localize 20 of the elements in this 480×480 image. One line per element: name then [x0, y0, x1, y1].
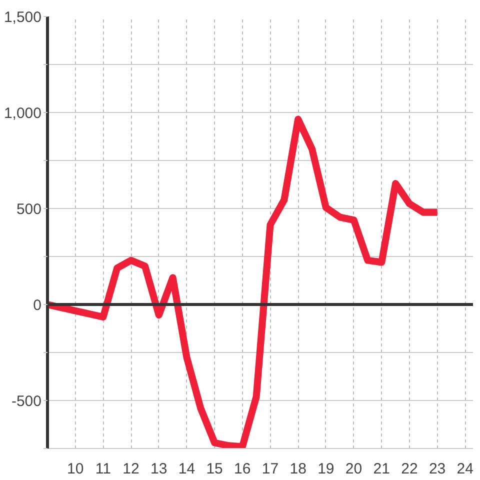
x-tick-label: 14: [178, 460, 196, 478]
x-tick-label: 21: [373, 460, 390, 478]
x-tick-label: 12: [122, 460, 140, 478]
y-tick-label: 1,500: [4, 9, 42, 26]
x-tick-label: 19: [318, 460, 334, 478]
x-tick-label: 13: [150, 460, 168, 478]
x-tick-label: 22: [401, 460, 418, 478]
x-tick-label: 15: [206, 460, 223, 478]
x-tick-label: 17: [262, 460, 279, 478]
y-tick-label: 0: [33, 297, 42, 314]
y-tick-label: 1,000: [4, 105, 42, 122]
x-tick-label: 11: [95, 460, 111, 478]
y-tick-label: -500: [11, 393, 42, 410]
x-tick-label: 24: [456, 460, 474, 478]
y-tick-label: 500: [16, 201, 42, 218]
x-tick-label: 10: [67, 460, 84, 478]
x-tick-label: 16: [234, 460, 251, 478]
x-tick-label: 23: [428, 460, 446, 478]
x-tick-label: 20: [345, 460, 362, 478]
x-tick-label: 18: [290, 460, 306, 478]
